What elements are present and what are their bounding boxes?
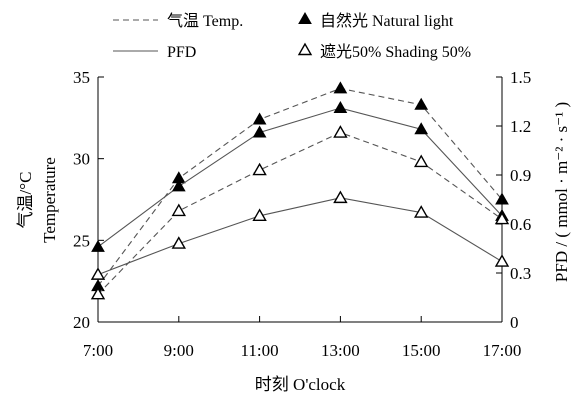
x-tick-label: 15:00 — [402, 341, 441, 360]
x-tick-label: 9:00 — [164, 341, 194, 360]
data-point — [413, 205, 429, 218]
x-tick-label: 13:00 — [321, 341, 360, 360]
x-axis-title: 时刻 O'clock — [255, 375, 346, 394]
right-tick-label: 0.3 — [510, 264, 531, 283]
data-point — [333, 125, 348, 138]
series-line — [97, 107, 503, 248]
left-tick-label: 20 — [73, 313, 90, 332]
data-point — [252, 162, 267, 176]
x-tick-label: 11:00 — [241, 341, 279, 360]
series-0 — [91, 81, 509, 292]
legend-label: 自然光 Natural light — [320, 12, 454, 30]
left-axis-title-en: Temperature — [40, 157, 59, 243]
data-point — [333, 81, 348, 94]
data-point — [333, 190, 348, 204]
data-point — [414, 122, 429, 135]
x-tick-label: 7:00 — [83, 341, 113, 360]
right-tick-label: 0 — [510, 313, 519, 332]
left-tick-label: 35 — [73, 68, 90, 87]
series-line — [97, 197, 503, 276]
data-point — [171, 179, 186, 192]
data-point — [171, 236, 187, 249]
legend-marker-sample — [298, 11, 312, 24]
series-2 — [90, 125, 510, 300]
legend: 气温 Temp. PFD 自然光 Natural light 遮光50% Shadin… — [113, 11, 471, 61]
data-point — [494, 254, 510, 267]
data-point — [413, 154, 429, 168]
series-line — [97, 87, 503, 287]
left-tick-label: 30 — [73, 150, 90, 169]
series-3 — [90, 190, 510, 280]
data-point — [91, 239, 105, 252]
data-point — [494, 211, 510, 225]
right-tick-label: 0.9 — [510, 166, 531, 185]
series-1 — [91, 101, 509, 252]
data-point — [90, 267, 106, 280]
data-point — [333, 101, 348, 114]
series-layer — [90, 81, 510, 300]
data-point — [90, 286, 106, 300]
data-point — [171, 203, 187, 217]
legend-label: 遮光50% Shading 50% — [320, 43, 471, 61]
legend-label: 气温 Temp. — [167, 12, 243, 30]
series-line — [97, 131, 503, 295]
right-tick-label: 0.6 — [510, 215, 531, 234]
x-tick-label: 17:00 — [483, 341, 522, 360]
legend-label: PFD — [167, 44, 196, 61]
data-point — [495, 192, 509, 205]
left-tick-label: 25 — [73, 231, 90, 250]
right-tick-label: 1.2 — [510, 117, 531, 136]
axes: 20 25 30 35 0 0.3 0.6 0.9 1.2 1.5 7:00 9:00 11:00 13:… — [16, 68, 571, 394]
data-point — [252, 112, 267, 125]
left-axis-title-cn: 气温/°C — [16, 172, 35, 229]
data-point — [414, 97, 429, 110]
right-tick-label: 1.5 — [510, 68, 531, 87]
legend-marker-sample — [297, 42, 313, 56]
data-point — [252, 125, 267, 138]
right-axis-title: PFD / ( mmol · m⁻² · s⁻¹ ) — [552, 102, 571, 282]
data-point — [252, 208, 267, 222]
